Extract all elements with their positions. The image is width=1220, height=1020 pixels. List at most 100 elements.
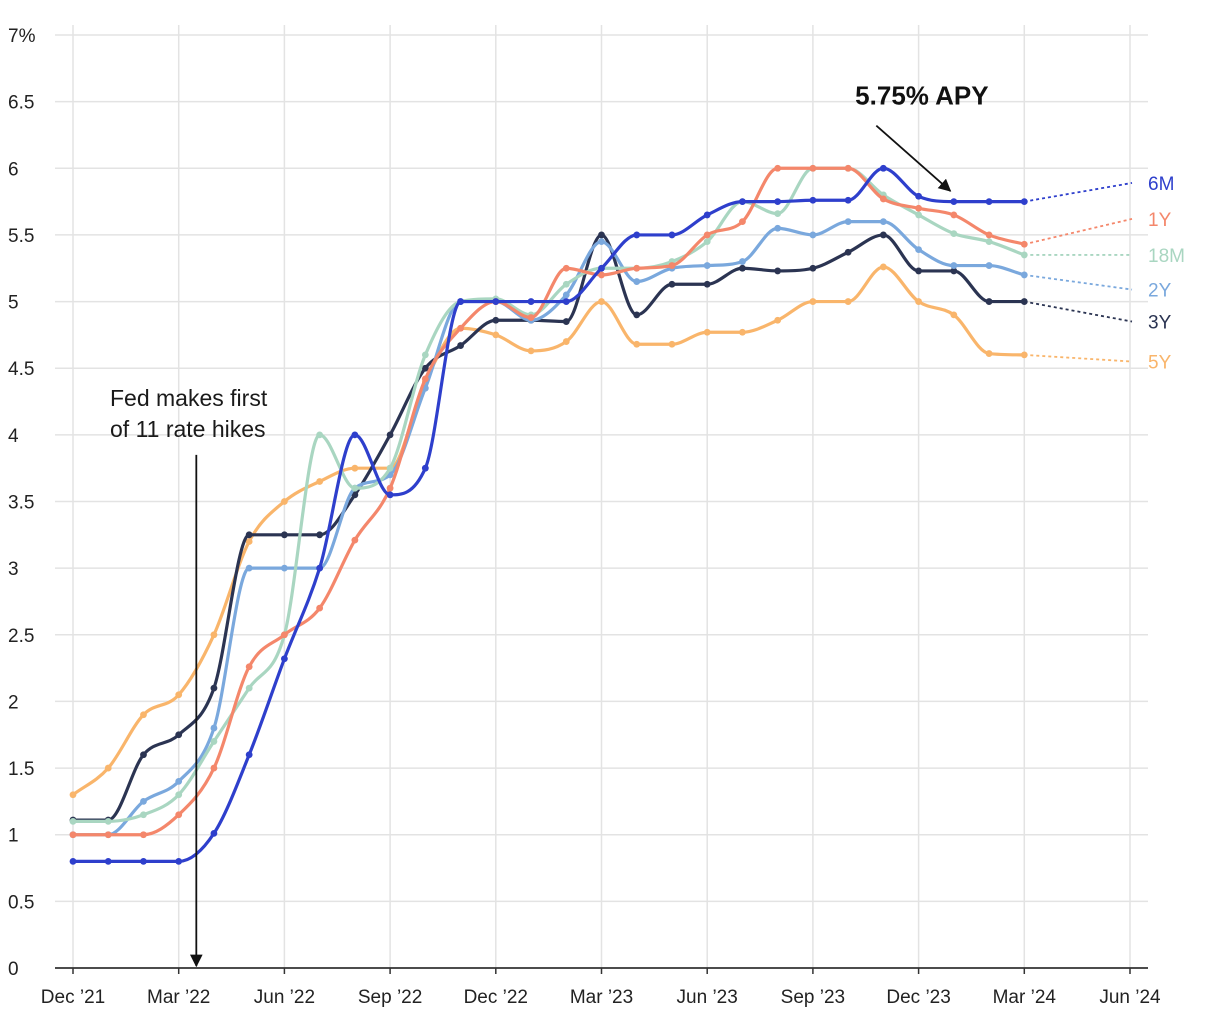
data-point <box>104 764 112 772</box>
data-point <box>985 350 993 357</box>
data-point <box>316 431 324 439</box>
data-point <box>668 280 676 288</box>
data-point <box>175 791 183 799</box>
data-point <box>175 811 183 819</box>
data-point <box>245 751 253 759</box>
series-2y: 2Y <box>69 218 1172 839</box>
data-point <box>386 491 394 499</box>
data-point <box>703 211 711 219</box>
data-point <box>316 478 324 485</box>
data-point <box>844 196 852 204</box>
x-tick-label: Jun ’22 <box>254 987 315 1008</box>
apy-annotation-arrow <box>875 124 952 192</box>
data-point <box>140 831 147 839</box>
series-label-5y: 5Y <box>1148 353 1172 374</box>
y-tick-label: 2 <box>8 692 19 713</box>
data-point <box>245 531 253 539</box>
data-point <box>950 211 958 219</box>
data-point <box>210 764 218 772</box>
data-point <box>69 817 77 825</box>
x-tick-label: Jun ’23 <box>677 987 738 1008</box>
projection-line <box>1024 274 1133 291</box>
x-tick-label: Sep ’22 <box>358 987 422 1008</box>
data-point <box>774 210 782 218</box>
series-lines: 5Y 3Y 2Y 18M 1Y 6M <box>69 164 1185 865</box>
data-point <box>281 631 288 639</box>
data-point <box>245 538 253 545</box>
data-point <box>950 262 958 269</box>
data-point <box>210 738 218 745</box>
data-point <box>351 464 359 472</box>
data-point <box>879 218 887 226</box>
y-tick-label: 1.5 <box>8 759 34 780</box>
y-tick-label: 7% <box>8 26 36 47</box>
projection-line <box>1024 353 1133 363</box>
series-label-1y: 1Y <box>1148 210 1172 231</box>
data-point <box>316 604 324 612</box>
fed-annotation-text: Fed makes first <box>110 385 268 411</box>
data-point <box>809 231 817 239</box>
data-point <box>915 192 922 200</box>
data-point <box>598 238 605 245</box>
data-point <box>879 164 887 172</box>
x-tick-label: Sep ’23 <box>781 987 845 1008</box>
data-point <box>598 264 605 272</box>
data-point <box>985 238 993 245</box>
data-point <box>774 198 782 206</box>
data-point <box>245 564 253 572</box>
data-point <box>140 751 147 759</box>
y-tick-label: 6.5 <box>8 93 34 114</box>
data-point <box>527 347 535 355</box>
data-point <box>351 491 359 499</box>
data-point <box>633 264 641 272</box>
data-point <box>633 311 641 319</box>
data-point <box>492 331 500 339</box>
y-tick-label: 1 <box>8 826 19 847</box>
data-point <box>175 857 183 865</box>
data-point <box>210 684 218 692</box>
y-tick-label: 3.5 <box>8 493 34 514</box>
data-point <box>104 817 112 825</box>
data-point <box>69 831 77 839</box>
data-point <box>210 829 218 837</box>
data-point <box>598 298 605 305</box>
data-point <box>668 262 676 269</box>
y-tick-label: 0.5 <box>8 892 34 913</box>
data-point <box>104 857 112 865</box>
data-point <box>985 298 993 305</box>
data-point <box>598 231 605 239</box>
data-point <box>668 231 676 239</box>
data-point <box>562 291 570 299</box>
y-tick-label: 5 <box>8 293 19 314</box>
data-point <box>175 691 183 699</box>
x-tick-label: Dec ’21 <box>41 987 105 1008</box>
data-point <box>844 248 852 256</box>
data-point <box>703 328 711 336</box>
x-tick-label: Mar ’24 <box>993 987 1057 1008</box>
data-point <box>703 231 711 239</box>
data-point <box>386 431 394 439</box>
data-point <box>739 328 746 336</box>
data-point <box>985 231 993 239</box>
data-point <box>985 262 993 269</box>
data-point <box>175 731 183 739</box>
data-point <box>739 218 746 226</box>
series-5y: 5Y <box>69 263 1172 799</box>
data-point <box>492 316 500 324</box>
data-point <box>844 298 852 305</box>
data-point <box>809 196 817 204</box>
x-tick-label: Mar ’22 <box>147 987 210 1008</box>
data-point <box>527 314 535 321</box>
data-point <box>316 564 324 572</box>
data-point <box>739 258 746 265</box>
data-point <box>915 211 922 219</box>
data-point <box>774 224 782 232</box>
data-point <box>69 857 77 865</box>
series-label-2y: 2Y <box>1148 281 1172 302</box>
data-point <box>281 531 288 539</box>
data-point <box>879 231 887 239</box>
data-point <box>492 298 500 305</box>
data-point <box>633 231 641 239</box>
data-point <box>421 351 429 359</box>
